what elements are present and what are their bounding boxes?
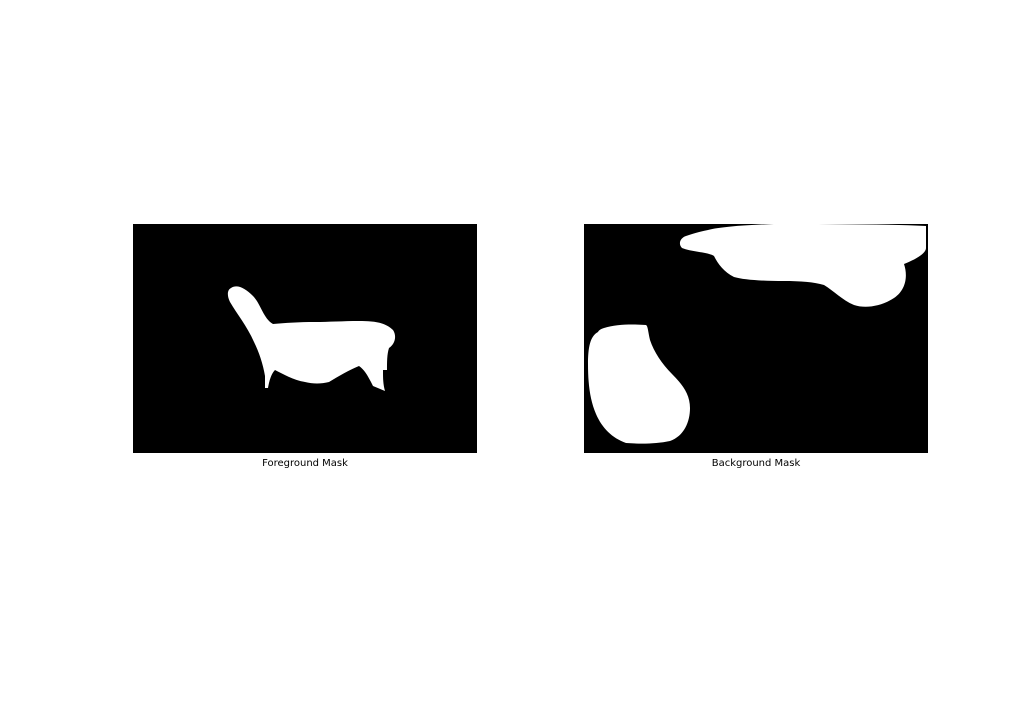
background-mask-region-bottom-left <box>588 324 690 444</box>
foreground-mask-image <box>133 224 477 453</box>
background-mask-caption: Background Mask <box>711 458 801 469</box>
background-mask-image <box>584 224 928 453</box>
background-mask-region-top <box>679 224 926 307</box>
foreground-mask-canvas <box>133 224 477 453</box>
foreground-mask-caption: Foreground Mask <box>262 458 348 469</box>
foreground-mask-region <box>227 286 396 391</box>
background-mask-canvas <box>584 224 928 453</box>
